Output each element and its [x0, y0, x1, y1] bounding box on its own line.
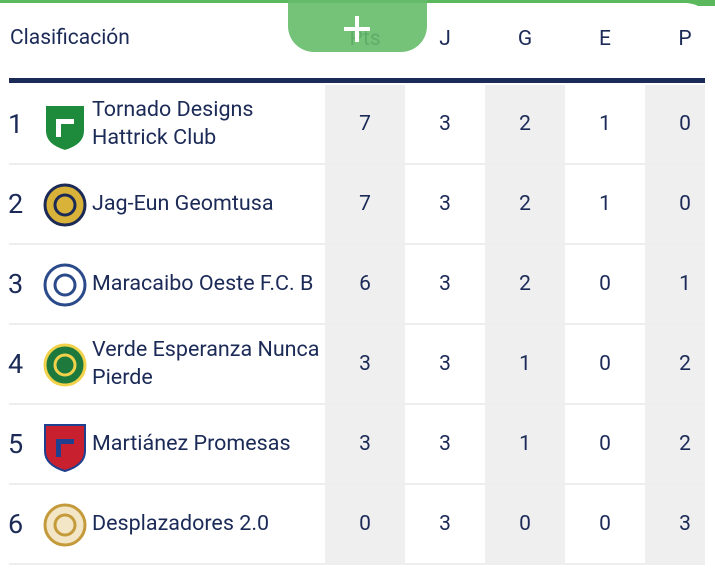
crest — [43, 263, 87, 307]
column-shade — [325, 245, 405, 323]
stat-cell: 1 — [519, 432, 531, 456]
stat-cell: 3 — [439, 192, 451, 216]
team-logo — [42, 341, 88, 393]
rank: 4 — [8, 348, 24, 380]
column-shade — [325, 165, 405, 243]
stat-cell: 3 — [439, 272, 451, 296]
stat-cell: 2 — [519, 112, 531, 136]
column-shade — [645, 85, 705, 163]
add-button[interactable] — [288, 0, 427, 52]
row-separator — [9, 403, 705, 405]
stat-cell: 3 — [359, 432, 371, 456]
stat-cell: 1 — [679, 272, 691, 296]
rank: 6 — [8, 508, 24, 540]
stat-cell: 2 — [519, 192, 531, 216]
team-name: Verde Esperanza Nunca Pierde — [92, 337, 320, 390]
plus-icon — [344, 16, 370, 42]
team-logo — [42, 421, 88, 477]
column-shade — [645, 485, 705, 563]
column-header: G — [517, 27, 533, 51]
team-name: Jag-Eun Geomtusa — [92, 191, 274, 216]
column-shade — [325, 85, 405, 163]
stat-cell: 0 — [679, 112, 691, 136]
stat-cell: 1 — [599, 192, 611, 216]
column-shade — [325, 325, 405, 403]
stat-cell: 2 — [679, 432, 691, 456]
column-shade — [645, 405, 705, 483]
column-shade — [485, 245, 565, 323]
stat-cell: 3 — [359, 352, 371, 376]
row-separator — [9, 563, 705, 565]
column-shade — [325, 405, 405, 483]
column-shade — [645, 245, 705, 323]
stat-cell: 0 — [359, 512, 371, 536]
column-shade — [485, 325, 565, 403]
row-separator — [9, 323, 705, 325]
stat-cell: 0 — [519, 512, 531, 536]
stat-cell: 3 — [679, 512, 691, 536]
title: Clasificación — [10, 26, 130, 50]
stat-cell: 3 — [439, 352, 451, 376]
stat-cell: 3 — [439, 432, 451, 456]
stat-cell: 7 — [359, 192, 371, 216]
stat-cell: 0 — [599, 272, 611, 296]
team-name: Tornado Designs Hattrick Club — [92, 97, 254, 150]
row-separator — [9, 483, 705, 485]
row-separator — [9, 243, 705, 245]
stat-cell: 0 — [599, 512, 611, 536]
stat-cell: 0 — [679, 192, 691, 216]
column-shade — [645, 325, 705, 403]
column-shade — [485, 405, 565, 483]
stat-cell: 2 — [519, 272, 531, 296]
team-logo — [42, 261, 88, 313]
column-shade — [485, 85, 565, 163]
crest — [43, 343, 87, 387]
table-row: 3 Maracaibo Oeste F.C. B 6 3 2 0 1 — [0, 245, 715, 323]
stat-cell: 3 — [439, 112, 451, 136]
column-header: E — [599, 27, 611, 51]
header-rule — [9, 78, 705, 83]
stat-cell: 6 — [359, 272, 371, 296]
stat-cell: 2 — [679, 352, 691, 376]
crest — [44, 424, 86, 473]
column-header: J — [439, 27, 451, 51]
team-logo — [42, 501, 88, 553]
stat-cell: 1 — [599, 112, 611, 136]
table-row: 1 Tornado Designs Hattrick Club 7 3 2 1 0 — [0, 85, 715, 163]
table-row: 2 Jag-Eun Geomtusa 7 3 2 1 0 — [0, 165, 715, 243]
team-logo — [42, 101, 88, 157]
stat-cell: 3 — [439, 512, 451, 536]
column-shade — [325, 485, 405, 563]
rank: 1 — [8, 108, 24, 140]
table-row: 6 Desplazadores 2.0 0 3 0 0 3 — [0, 485, 715, 563]
table-row: 5 Martiánez Promesas 3 3 1 0 2 — [0, 405, 715, 483]
crest — [43, 503, 87, 547]
stat-cell: 1 — [519, 352, 531, 376]
rank: 2 — [8, 188, 24, 220]
crest — [44, 104, 86, 153]
stat-cell: 0 — [599, 432, 611, 456]
team-name: Maracaibo Oeste F.C. B — [92, 271, 314, 296]
column-header: P — [678, 27, 692, 51]
column-shade — [485, 165, 565, 243]
team-logo — [42, 181, 88, 233]
rank: 5 — [8, 428, 24, 460]
table-row: 4 Verde Esperanza Nunca Pierde 3 3 1 0 2 — [0, 325, 715, 403]
rank: 3 — [8, 268, 24, 300]
column-shade — [485, 485, 565, 563]
stat-cell: 0 — [599, 352, 611, 376]
row-separator — [9, 163, 705, 165]
stat-cell: 7 — [359, 112, 371, 136]
team-name: Martiánez Promesas — [92, 431, 291, 456]
column-shade — [645, 165, 705, 243]
team-name: Desplazadores 2.0 — [92, 511, 270, 536]
crest — [43, 183, 87, 227]
